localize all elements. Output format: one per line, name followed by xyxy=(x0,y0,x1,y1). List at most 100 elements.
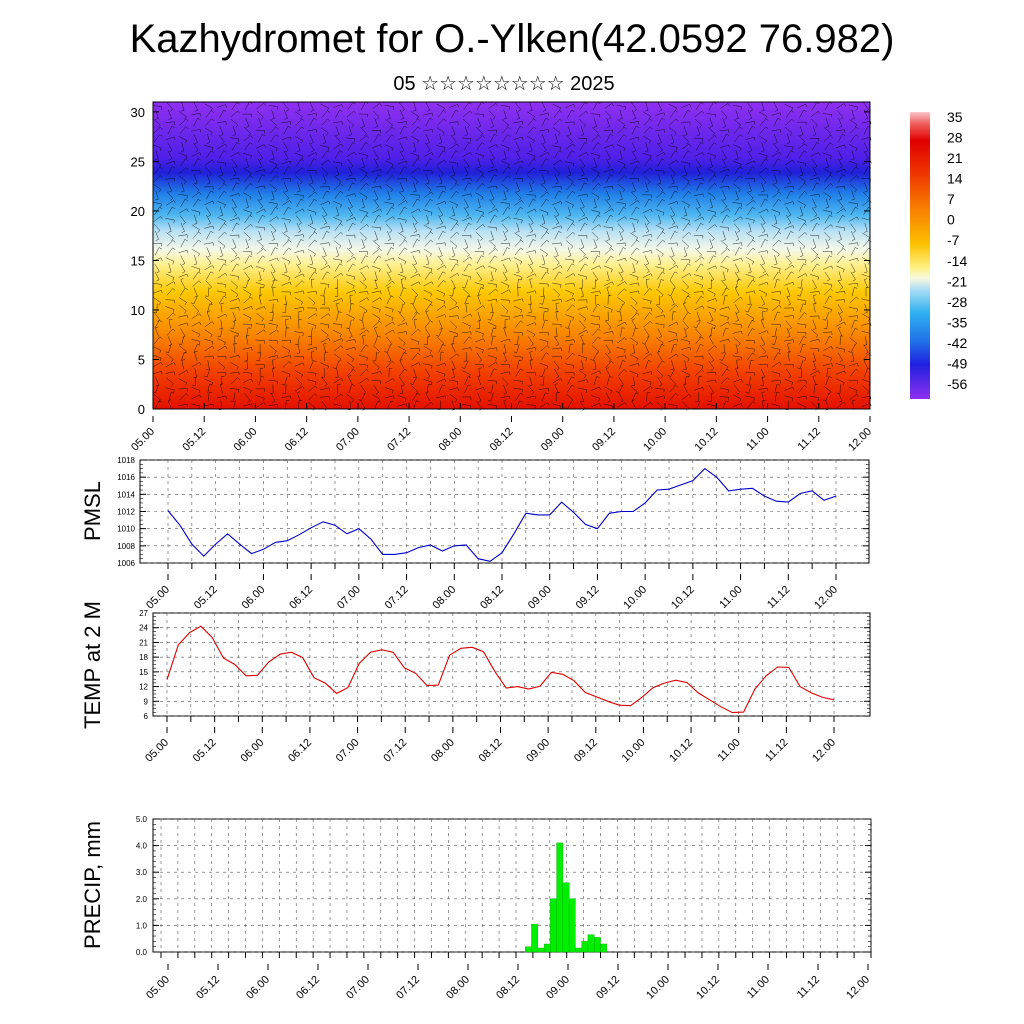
precipitation-xtick-label: 10.12 xyxy=(694,974,722,1002)
cross-section-xtick-label: 10.00 xyxy=(641,426,669,454)
cross-section-xtick-label: 09.12 xyxy=(590,426,618,454)
cross-section-xtick-label: 11.12 xyxy=(796,426,823,453)
precipitation-bar xyxy=(537,947,545,953)
colorbar-label: -21 xyxy=(947,273,967,289)
colorbar-label: -56 xyxy=(947,376,967,392)
cross-section-ytick-label: 5 xyxy=(138,352,145,367)
pmsl-axes: 1006 1008 1010 1012 1014 1016 1018 05.00 05.12 06… xyxy=(117,456,869,612)
precipitation-ytick-label: 4.0 xyxy=(136,842,148,851)
precipitation-bar xyxy=(562,882,570,953)
temperature-xtick-label: 05.12 xyxy=(191,737,219,765)
pmsl-xtick-label: 08.00 xyxy=(430,584,458,612)
colorbar-labels: 35 28 21 14 7 0 -7 -14 -21 -28 -35 -42 -49 -56 xyxy=(947,109,967,392)
precipitation-ytick-label: 0.0 xyxy=(136,948,148,957)
cross-section-xtick-label: 07.00 xyxy=(334,426,362,454)
temperature-grid xyxy=(153,612,870,717)
precipitation-ytick-label: 2.0 xyxy=(136,895,148,904)
pmsl-series xyxy=(167,467,837,562)
temperature-ytick-label: 6 xyxy=(144,712,149,721)
cross-section-xtick-label: 05.12 xyxy=(180,426,208,454)
precipitation-xtick-label: 06.00 xyxy=(244,974,272,1002)
pmsl-xtick-label: 11.00 xyxy=(717,584,744,611)
precipitation-bar xyxy=(531,923,539,953)
temperature-xtick-label: 11.00 xyxy=(715,737,742,764)
pmsl-ytick-label: 1012 xyxy=(117,508,135,517)
wind-barbs xyxy=(152,101,872,411)
precipitation-bar xyxy=(587,934,595,953)
pmsl-xtick-label: 06.12 xyxy=(287,584,315,612)
colorbar-label: 35 xyxy=(947,109,963,125)
colorbar-label: -35 xyxy=(947,314,967,330)
temperature-ytick-label: 21 xyxy=(139,638,148,647)
precipitation-xtick-label: 05.00 xyxy=(144,974,172,1002)
precipitation-bar xyxy=(581,941,589,953)
temperature-xtick-label: 10.12 xyxy=(667,737,695,765)
colorbar-label: 14 xyxy=(947,171,963,187)
pmsl-ytick-label: 1016 xyxy=(117,473,135,482)
precipitation-xtick-label: 07.12 xyxy=(394,974,422,1002)
cross-section-xtick-label: 08.00 xyxy=(436,426,464,454)
temperature-xtick-label: 06.00 xyxy=(238,737,266,765)
pmsl-xtick-label: 10.00 xyxy=(621,584,649,612)
cross-section-xtick-label: 06.00 xyxy=(232,426,260,454)
precipitation-bar xyxy=(568,898,576,953)
temperature-axis-label: TEMP at 2 M xyxy=(80,601,105,729)
temperature-panel: 6 9 12 15 18 21 24 27 05.00 05.12 06.00 06.12 07.00 0… xyxy=(80,601,871,765)
precipitation-bar xyxy=(525,946,532,953)
precipitation-bar xyxy=(543,943,551,953)
colorbar-label: -14 xyxy=(947,253,967,269)
cross-section-xtick-label: 08.12 xyxy=(488,426,516,454)
temperature-ytick-label: 24 xyxy=(139,624,148,633)
precipitation-bar xyxy=(600,943,608,953)
precipitation-xtick-label: 11.12 xyxy=(795,974,822,1001)
colorbar-label: 7 xyxy=(947,191,955,207)
cross-section-xtick-label: 11.00 xyxy=(744,426,771,453)
colorbar-label: -49 xyxy=(947,355,967,371)
cross-section-xtick-label: 12.00 xyxy=(846,426,874,454)
temperature-ytick-label: 27 xyxy=(139,609,148,618)
precipitation-xtick-label: 11.00 xyxy=(745,974,772,1001)
pmsl-line xyxy=(167,467,837,562)
pmsl-ytick-label: 1014 xyxy=(117,490,135,499)
cross-section-ytick-label: 30 xyxy=(131,105,145,120)
pmsl-xtick-label: 10.12 xyxy=(669,584,697,612)
precipitation-panel: 0.0 1.0 2.0 3.0 4.0 5.0 05.00 05.12 06.00 06.12 07… xyxy=(80,815,872,1002)
temperature-xtick-label: 08.00 xyxy=(429,737,457,765)
temperature-xtick-label: 10.00 xyxy=(620,737,648,765)
precipitation-bars xyxy=(525,842,608,953)
pmsl-xtick-label: 07.00 xyxy=(335,584,363,612)
temperature-xtick-label: 11.12 xyxy=(763,737,790,764)
precipitation-axes: 0.0 1.0 2.0 3.0 4.0 5.0 05.00 05.12 06.00 06.12 07… xyxy=(136,815,872,1002)
precipitation-bar xyxy=(556,842,564,953)
precipitation-xtick-label: 08.00 xyxy=(444,974,472,1002)
pmsl-xtick-label: 12.00 xyxy=(812,584,840,612)
precipitation-axis-label: PRECIP, mm xyxy=(80,821,105,949)
pmsl-xtick-label: 07.12 xyxy=(383,584,411,612)
precipitation-xtick-label: 05.12 xyxy=(194,974,222,1002)
cross-section-ytick-label: 0 xyxy=(138,402,145,417)
cross-section-ytick-label: 10 xyxy=(131,303,145,318)
pmsl-xtick-label: 11.12 xyxy=(765,584,792,611)
pmsl-panel: 1006 1008 1010 1012 1014 1016 1018 05.00 05.12 06… xyxy=(80,456,870,612)
temperature-xtick-label: 07.12 xyxy=(381,737,409,765)
temperature-ytick-label: 12 xyxy=(139,683,148,692)
pmsl-ytick-label: 1006 xyxy=(117,559,135,568)
pmsl-xtick-label: 06.00 xyxy=(240,584,268,612)
colorbar-label: -7 xyxy=(947,232,960,248)
colorbar: 35 28 21 14 7 0 -7 -14 -21 -28 -35 -42 -49 -56 xyxy=(910,109,967,399)
precipitation-xtick-label: 10.00 xyxy=(644,974,672,1002)
pmsl-xtick-label: 09.12 xyxy=(574,584,602,612)
pmsl-ytick-label: 1008 xyxy=(117,542,135,551)
precipitation-bar xyxy=(550,898,557,953)
temperature-ytick-label: 18 xyxy=(139,653,148,662)
temperature-xtick-label: 09.00 xyxy=(524,737,552,765)
precipitation-xtick-label: 06.12 xyxy=(294,974,322,1002)
colorbar-label: 0 xyxy=(947,212,955,228)
page-title: Kazhydromet for O.-Ylken(42.0592 76.982) xyxy=(129,17,895,61)
precipitation-xtick-label: 09.12 xyxy=(594,974,622,1002)
pmsl-xtick-label: 05.00 xyxy=(144,584,172,612)
temperature-line xyxy=(166,625,835,714)
temperature-xtick-label: 07.00 xyxy=(334,737,362,765)
colorbar-scale xyxy=(910,112,930,399)
